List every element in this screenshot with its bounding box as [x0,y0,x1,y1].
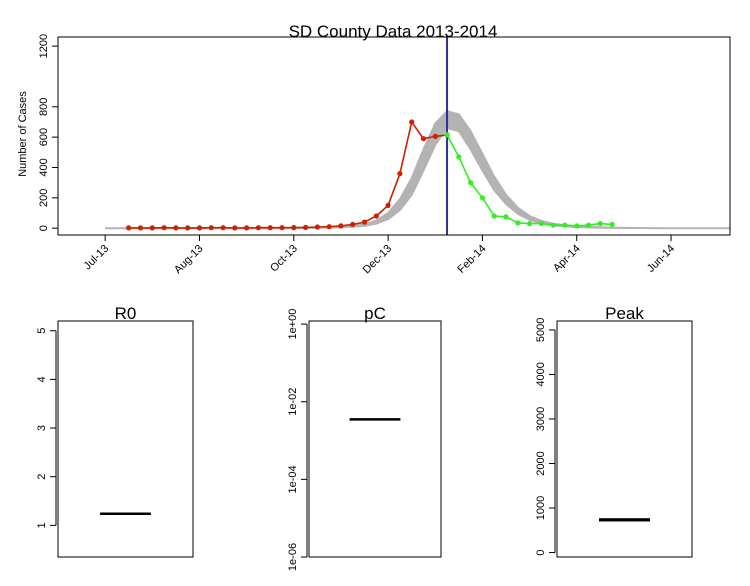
y-tick-label: 2000 [535,451,547,475]
y-tick-label: 4 [36,376,48,382]
y-tick-label: 2 [36,474,48,480]
observed-data-point [361,219,368,225]
observed-data-point [326,224,332,230]
observed-data-point [373,213,379,219]
observed-data-point [432,133,438,139]
observed-data-point [161,225,167,231]
observed-data-point [185,225,191,231]
y-axis-label: Number of Cases [17,91,29,177]
observed-data-point [338,223,344,229]
x-tick-label: Dec-13 [361,243,395,277]
observed-data-point [137,225,144,231]
plot-frame [57,36,731,236]
panel-frame [556,320,693,558]
y-tick-label: 1e-02 [287,388,299,416]
x-axis: Jul-13 Aug-13 Oct-13 Dec-13 Feb-14 Apr-14 Jun-… [82,235,677,277]
forecast-data-point [550,222,556,228]
observed-data-point [173,225,179,231]
chart-title: SD County Data 2013-2014 [289,22,498,41]
forecast-data-point [562,222,568,228]
y-tick-label: 1200 [38,34,50,58]
forecast-data-point [503,214,509,220]
y-tick-label: 1e+00 [287,309,299,340]
y-tick-label: 0 [535,549,547,555]
forecast-data-point [468,180,474,186]
y-tick-label: 800 [38,98,50,116]
forecast-data-point [574,223,580,229]
panel-title: Peak [605,304,644,323]
panel-frame [57,320,194,558]
forecast-data-point [538,221,545,227]
observed-series-line [128,120,448,229]
observed-data-point [385,202,391,208]
observed-data-point [126,225,132,231]
series-points [126,119,615,231]
y-tick-label: 5 [36,328,48,334]
pc-boxplot: pC 1e-06 1e-04 1e-02 1e+00 [287,304,442,571]
y-tick-label: 400 [38,158,50,176]
panel-frame [308,320,442,558]
panel-title: pC [364,304,386,323]
forecast-data-point [456,154,462,160]
observed-data-point [255,225,261,231]
x-tick-label: Oct-13 [268,243,300,275]
forecast-data-point [585,222,592,228]
forecast-data-point [444,132,450,138]
observed-data-point [232,225,238,231]
forecast-data-point [527,221,533,227]
observed-data-point [409,119,415,125]
x-tick-label: Jul-13 [82,243,112,273]
y-tick-label: 1e-04 [287,465,299,493]
y-axis: 0 200 400 600 800 1200 [38,34,59,231]
y-tick-label: 1 [36,522,48,528]
observed-data-point [149,225,155,231]
observed-data-point [291,225,297,231]
y-tick-label: 1000 [535,496,547,520]
observed-data-point [420,136,427,142]
simulation-band [105,110,730,230]
forecast-data-point [491,213,497,219]
observed-data-point [220,225,226,231]
x-tick-label: Apr-14 [551,243,583,275]
observed-data-point [244,225,250,231]
r0-boxplot: R0 1 2 3 4 5 [36,304,194,558]
observed-data-point [314,224,320,230]
observed-data-point [196,225,203,231]
observed-data-point [279,225,285,231]
y-tick-label: 4000 [535,362,547,386]
y-tick-label: 0 [38,225,50,231]
y-tick-label: 3000 [535,407,547,431]
forecast-data-point [609,221,615,227]
observed-data-point [350,221,356,227]
peak-boxplot: Peak 0 1000 2000 3000 4000 5000 [535,304,693,558]
y-tick-label: 1e-06 [287,543,299,571]
forecast-data-point [479,195,485,201]
observed-data-point [208,225,214,231]
epidemic-curve-chart: SD County Data 2013-2014 Number of Cases… [17,22,731,277]
y-tick-label: 200 [38,189,50,207]
y-tick-label: 600 [38,128,50,146]
series-lines [128,37,613,235]
y-tick-label: 5000 [535,318,547,342]
panel-title: R0 [115,304,137,323]
simulation-band-area [105,110,730,230]
y-tick-label: 3 [36,425,48,431]
x-tick-label: Aug-13 [172,243,206,277]
observed-data-point [397,171,403,177]
forecast-data-point [597,221,603,227]
forecast-data-point [515,220,521,226]
x-tick-label: Feb-14 [455,243,488,276]
x-tick-label: Jun-14 [645,243,677,275]
observed-data-point [303,224,309,230]
observed-data-point [267,225,273,231]
